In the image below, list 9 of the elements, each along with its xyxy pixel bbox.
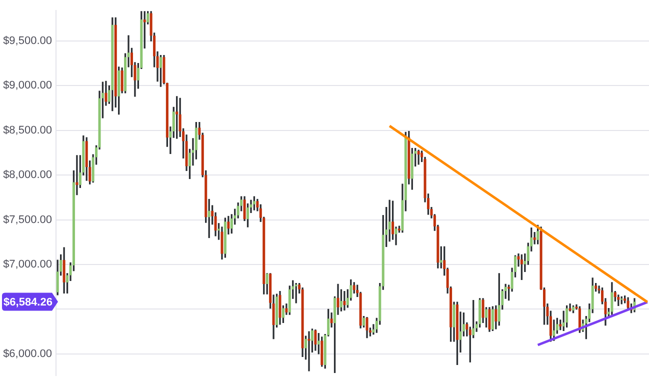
y-tick-label: $8,000.00 xyxy=(3,169,52,182)
y-tick-label: $9,500.00 xyxy=(3,35,52,48)
y-tick-label: $9,000.00 xyxy=(3,80,52,92)
y-tick-label: $7,500.00 xyxy=(3,214,52,226)
text: $6,584.26 xyxy=(4,296,52,309)
candlestick xyxy=(343,291,346,310)
y-tick-label: $7,000.00 xyxy=(3,258,52,271)
y-tick-label: $8,500.00 xyxy=(3,124,52,136)
y-tick-label: $6,000.00 xyxy=(3,348,52,360)
